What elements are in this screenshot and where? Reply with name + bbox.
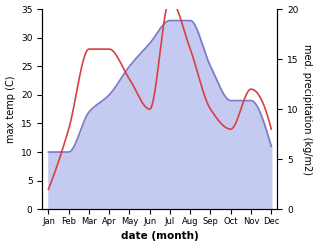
Y-axis label: max temp (C): max temp (C) [5,75,16,143]
X-axis label: date (month): date (month) [121,231,199,242]
Y-axis label: med. precipitation (kg/m2): med. precipitation (kg/m2) [302,44,313,175]
